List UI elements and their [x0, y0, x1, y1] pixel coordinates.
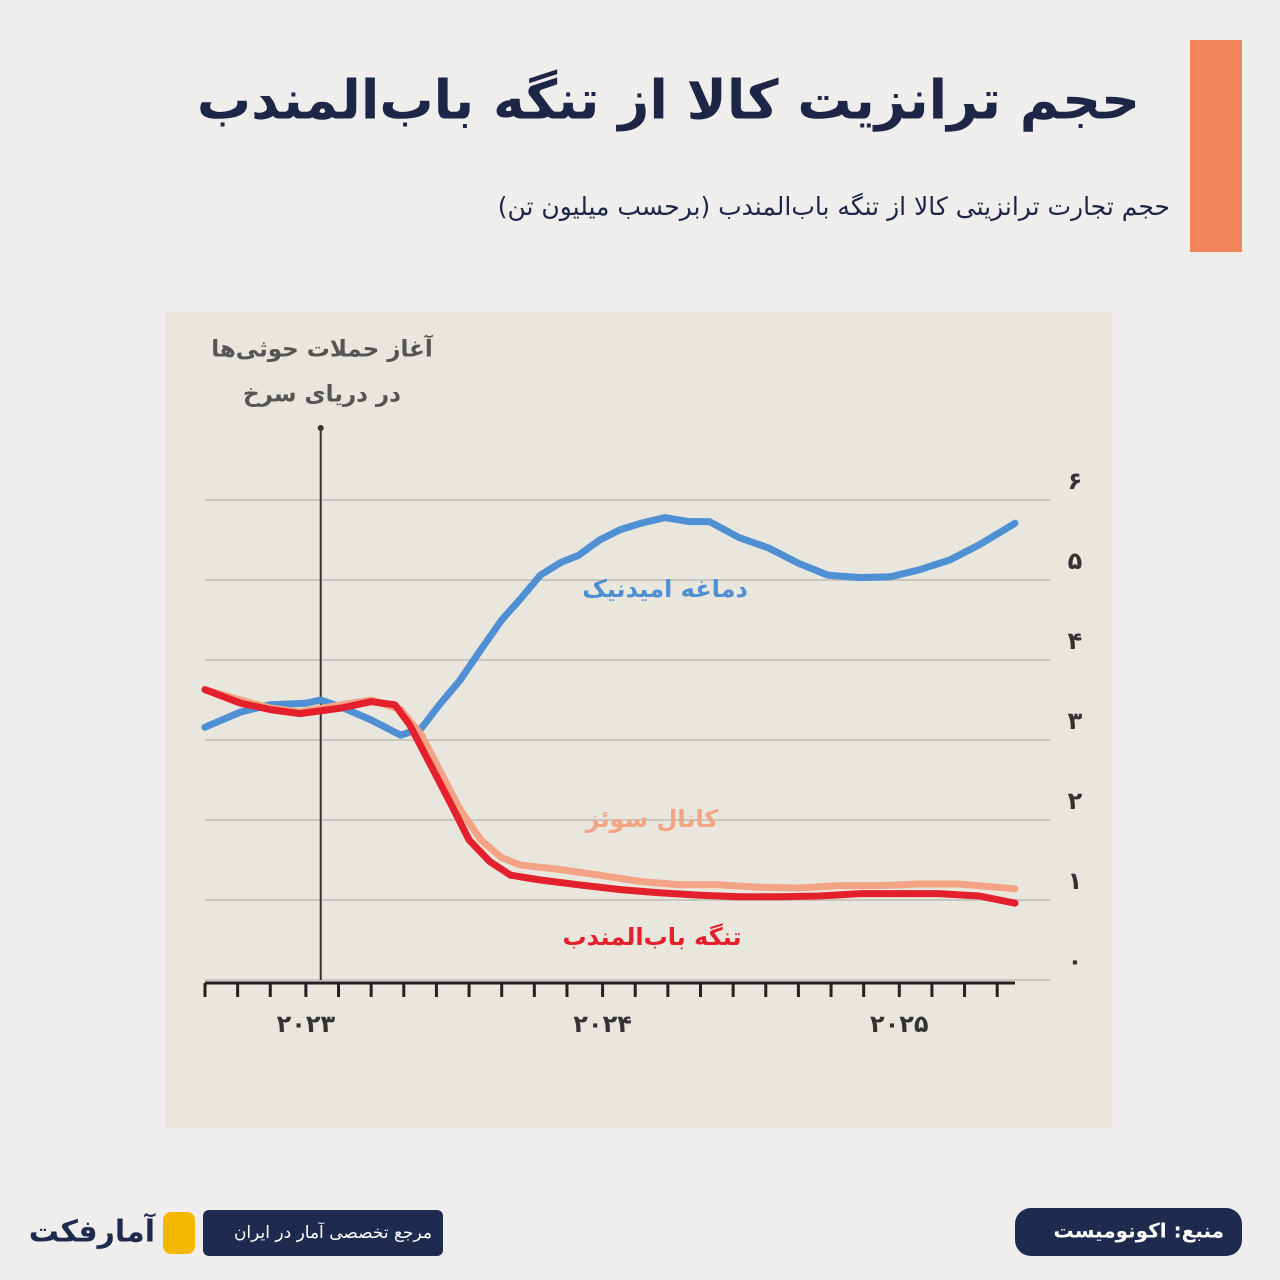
- plot: ۰ ۱ ۲ ۳ ۴ ۵ ۶ ۲۰۲۳ ۲۰۲۴ ۲۰۲۵ آغاز حملات حوثی‌ها در …: [201, 334, 1083, 1038]
- x-tick-label: ۲۰۲۵: [870, 1010, 929, 1038]
- annotation-text: در دریای سرخ: [243, 382, 401, 408]
- series-label: کانال سوئز: [585, 805, 719, 833]
- series-label: دماغه امیدنیک: [582, 575, 748, 603]
- chart-title: حجم ترانزیت کالا از تنگه باب‌المندب: [197, 69, 1140, 132]
- brand: آمارفکت: [29, 1213, 156, 1250]
- chart-subtitle: حجم تجارت ترانزیتی کالا از تنگه باب‌المن…: [498, 192, 1170, 222]
- accent-bar: [1190, 40, 1242, 252]
- y-tick-label: ۴: [1068, 627, 1083, 655]
- source-pill: [1015, 1208, 1242, 1256]
- tagline-pill: [203, 1210, 443, 1256]
- annotation-dot: [317, 425, 324, 431]
- chart-panel: [165, 312, 1112, 1128]
- y-tick-label: ۶: [1068, 467, 1083, 495]
- annotation-text: آغاز حملات حوثی‌ها: [211, 334, 434, 363]
- y-tick-label: ۵: [1068, 547, 1083, 575]
- y-tick-label: ۱: [1068, 867, 1083, 895]
- x-tick-label: ۲۰۲۴: [573, 1010, 632, 1038]
- x-tick-label: ۲۰۲۳: [277, 1010, 336, 1038]
- brand-icon: [163, 1212, 195, 1254]
- y-tick-label: ۳: [1068, 707, 1083, 735]
- y-tick-label: ۲: [1068, 787, 1083, 815]
- tagline: مرجع تخصصی آمار در ایران: [234, 1221, 432, 1243]
- y-tick-label: ۰: [1068, 947, 1083, 975]
- series-line: [201, 686, 1019, 907]
- series-label: تنگه باب‌المندب: [563, 923, 742, 951]
- series-line: [201, 514, 1019, 739]
- source: منبع: اکونومیست: [1054, 1219, 1224, 1243]
